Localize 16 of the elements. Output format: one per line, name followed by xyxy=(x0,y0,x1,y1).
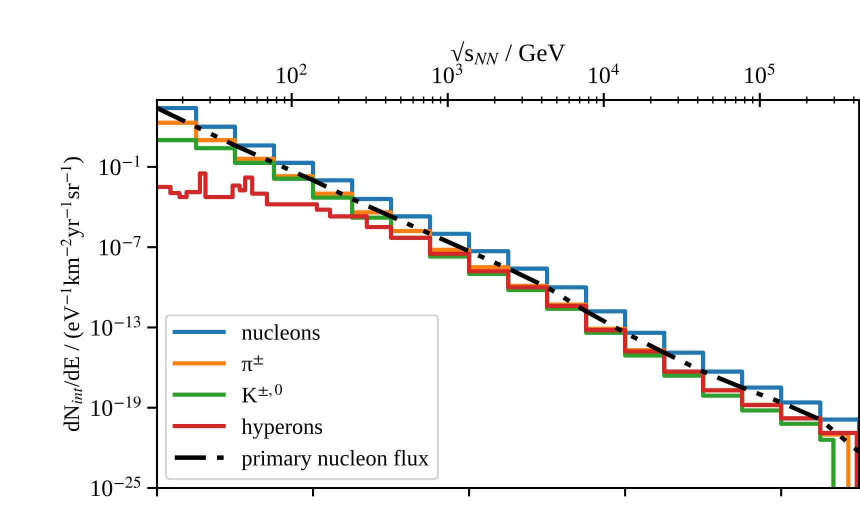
x-axis-title: √s$_{NN}$ / GeV xyxy=(451,41,566,65)
y-tick-label: 10$^{−13}$ xyxy=(92,316,140,336)
x-tick-label: 10$^{5}$ xyxy=(745,63,774,84)
y-tick-label: 10$^{−7}$ xyxy=(100,236,141,256)
y-tick-label: 10$^{−19}$ xyxy=(92,396,141,416)
text: dN$_{int}$/dE / (eV$^{−1}$km$^{−2}$yr$^{−1}$sr$^{−1}$) xyxy=(60,157,84,432)
legend-label: K$^{±,0}$ xyxy=(242,384,282,402)
x-tick-label: 10$^{2}$ xyxy=(277,64,307,84)
x-tick-label: 10$^{4}$ xyxy=(589,64,619,84)
legend-label: primary nucleon flux xyxy=(242,450,429,470)
legend-label: hyperons xyxy=(242,418,322,439)
legend-label: π$^{±}$ xyxy=(242,355,263,372)
x-tick-label: 10$^{3}$ xyxy=(433,64,462,84)
legend-label: nucleons xyxy=(242,324,320,340)
y-tick-label: 10$^{−1}$ xyxy=(100,155,140,176)
y-tick-label: 10$^{−25}$ xyxy=(92,476,140,496)
